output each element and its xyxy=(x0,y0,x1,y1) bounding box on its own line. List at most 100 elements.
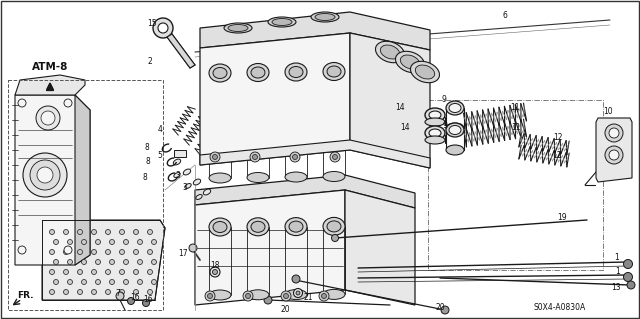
Ellipse shape xyxy=(213,68,227,78)
Text: 12: 12 xyxy=(553,133,563,143)
Circle shape xyxy=(134,270,138,275)
Circle shape xyxy=(292,275,300,283)
Ellipse shape xyxy=(289,221,303,232)
Ellipse shape xyxy=(429,129,441,137)
Text: 11: 11 xyxy=(510,103,520,113)
Ellipse shape xyxy=(247,63,269,81)
Circle shape xyxy=(49,229,54,234)
Circle shape xyxy=(92,249,97,255)
Circle shape xyxy=(77,270,83,275)
Circle shape xyxy=(207,293,212,299)
Circle shape xyxy=(120,290,125,294)
Circle shape xyxy=(77,290,83,294)
Circle shape xyxy=(120,249,125,255)
Circle shape xyxy=(92,270,97,275)
Text: 14: 14 xyxy=(400,123,410,132)
Circle shape xyxy=(212,270,218,275)
Text: 14: 14 xyxy=(395,102,405,112)
Circle shape xyxy=(319,291,329,301)
Ellipse shape xyxy=(323,289,345,300)
Circle shape xyxy=(152,240,157,244)
Circle shape xyxy=(253,154,257,160)
Ellipse shape xyxy=(425,118,445,126)
Circle shape xyxy=(623,272,632,281)
Circle shape xyxy=(441,306,449,314)
Ellipse shape xyxy=(327,66,341,77)
Circle shape xyxy=(106,249,111,255)
Ellipse shape xyxy=(285,218,307,236)
Circle shape xyxy=(106,229,111,234)
Circle shape xyxy=(77,249,83,255)
Circle shape xyxy=(49,290,54,294)
Circle shape xyxy=(116,292,124,300)
Polygon shape xyxy=(75,95,90,265)
Circle shape xyxy=(205,291,215,301)
Text: 21: 21 xyxy=(303,293,313,301)
Ellipse shape xyxy=(425,126,445,140)
Circle shape xyxy=(134,229,138,234)
Text: 9: 9 xyxy=(442,95,447,105)
Circle shape xyxy=(212,154,218,160)
Ellipse shape xyxy=(204,189,211,195)
Text: 2: 2 xyxy=(148,57,152,66)
Circle shape xyxy=(77,229,83,234)
Circle shape xyxy=(106,270,111,275)
Circle shape xyxy=(296,291,300,295)
Ellipse shape xyxy=(446,101,464,115)
Ellipse shape xyxy=(285,172,307,182)
Circle shape xyxy=(143,300,150,307)
Circle shape xyxy=(109,279,115,285)
Ellipse shape xyxy=(174,173,180,177)
Circle shape xyxy=(330,152,340,162)
Circle shape xyxy=(147,270,152,275)
Ellipse shape xyxy=(247,173,269,182)
Circle shape xyxy=(210,267,220,277)
Ellipse shape xyxy=(415,65,435,79)
Polygon shape xyxy=(200,140,430,168)
Text: 20: 20 xyxy=(280,305,290,314)
Circle shape xyxy=(92,229,97,234)
Text: 18: 18 xyxy=(211,261,220,270)
Circle shape xyxy=(30,160,60,190)
Bar xyxy=(8,80,163,310)
Text: 16: 16 xyxy=(143,295,153,305)
Ellipse shape xyxy=(315,13,335,20)
Circle shape xyxy=(138,240,143,244)
Circle shape xyxy=(37,167,53,183)
Circle shape xyxy=(294,288,303,298)
Ellipse shape xyxy=(446,123,464,133)
Circle shape xyxy=(147,229,152,234)
Text: ATM-8: ATM-8 xyxy=(32,62,68,72)
Polygon shape xyxy=(195,190,345,305)
Polygon shape xyxy=(195,175,415,208)
Text: 6: 6 xyxy=(502,11,508,19)
Bar xyxy=(174,150,186,157)
Circle shape xyxy=(264,296,272,304)
Text: 17: 17 xyxy=(178,249,188,258)
Ellipse shape xyxy=(376,41,404,63)
Circle shape xyxy=(284,293,289,299)
Text: 12: 12 xyxy=(552,151,562,160)
Text: 15: 15 xyxy=(147,19,157,27)
Ellipse shape xyxy=(228,25,248,32)
Circle shape xyxy=(63,270,68,275)
Ellipse shape xyxy=(183,169,191,175)
Circle shape xyxy=(127,298,134,305)
Ellipse shape xyxy=(380,45,399,59)
Ellipse shape xyxy=(410,61,440,83)
Circle shape xyxy=(152,259,157,264)
Polygon shape xyxy=(596,118,632,182)
Ellipse shape xyxy=(449,125,461,135)
Text: 3: 3 xyxy=(175,170,180,180)
Ellipse shape xyxy=(446,145,464,155)
Ellipse shape xyxy=(247,218,269,236)
Circle shape xyxy=(49,270,54,275)
Circle shape xyxy=(627,281,635,289)
Circle shape xyxy=(333,154,337,160)
Circle shape xyxy=(605,146,623,164)
Ellipse shape xyxy=(323,63,345,80)
Ellipse shape xyxy=(449,103,461,113)
Ellipse shape xyxy=(323,218,345,235)
Ellipse shape xyxy=(289,66,303,78)
Circle shape xyxy=(281,291,291,301)
